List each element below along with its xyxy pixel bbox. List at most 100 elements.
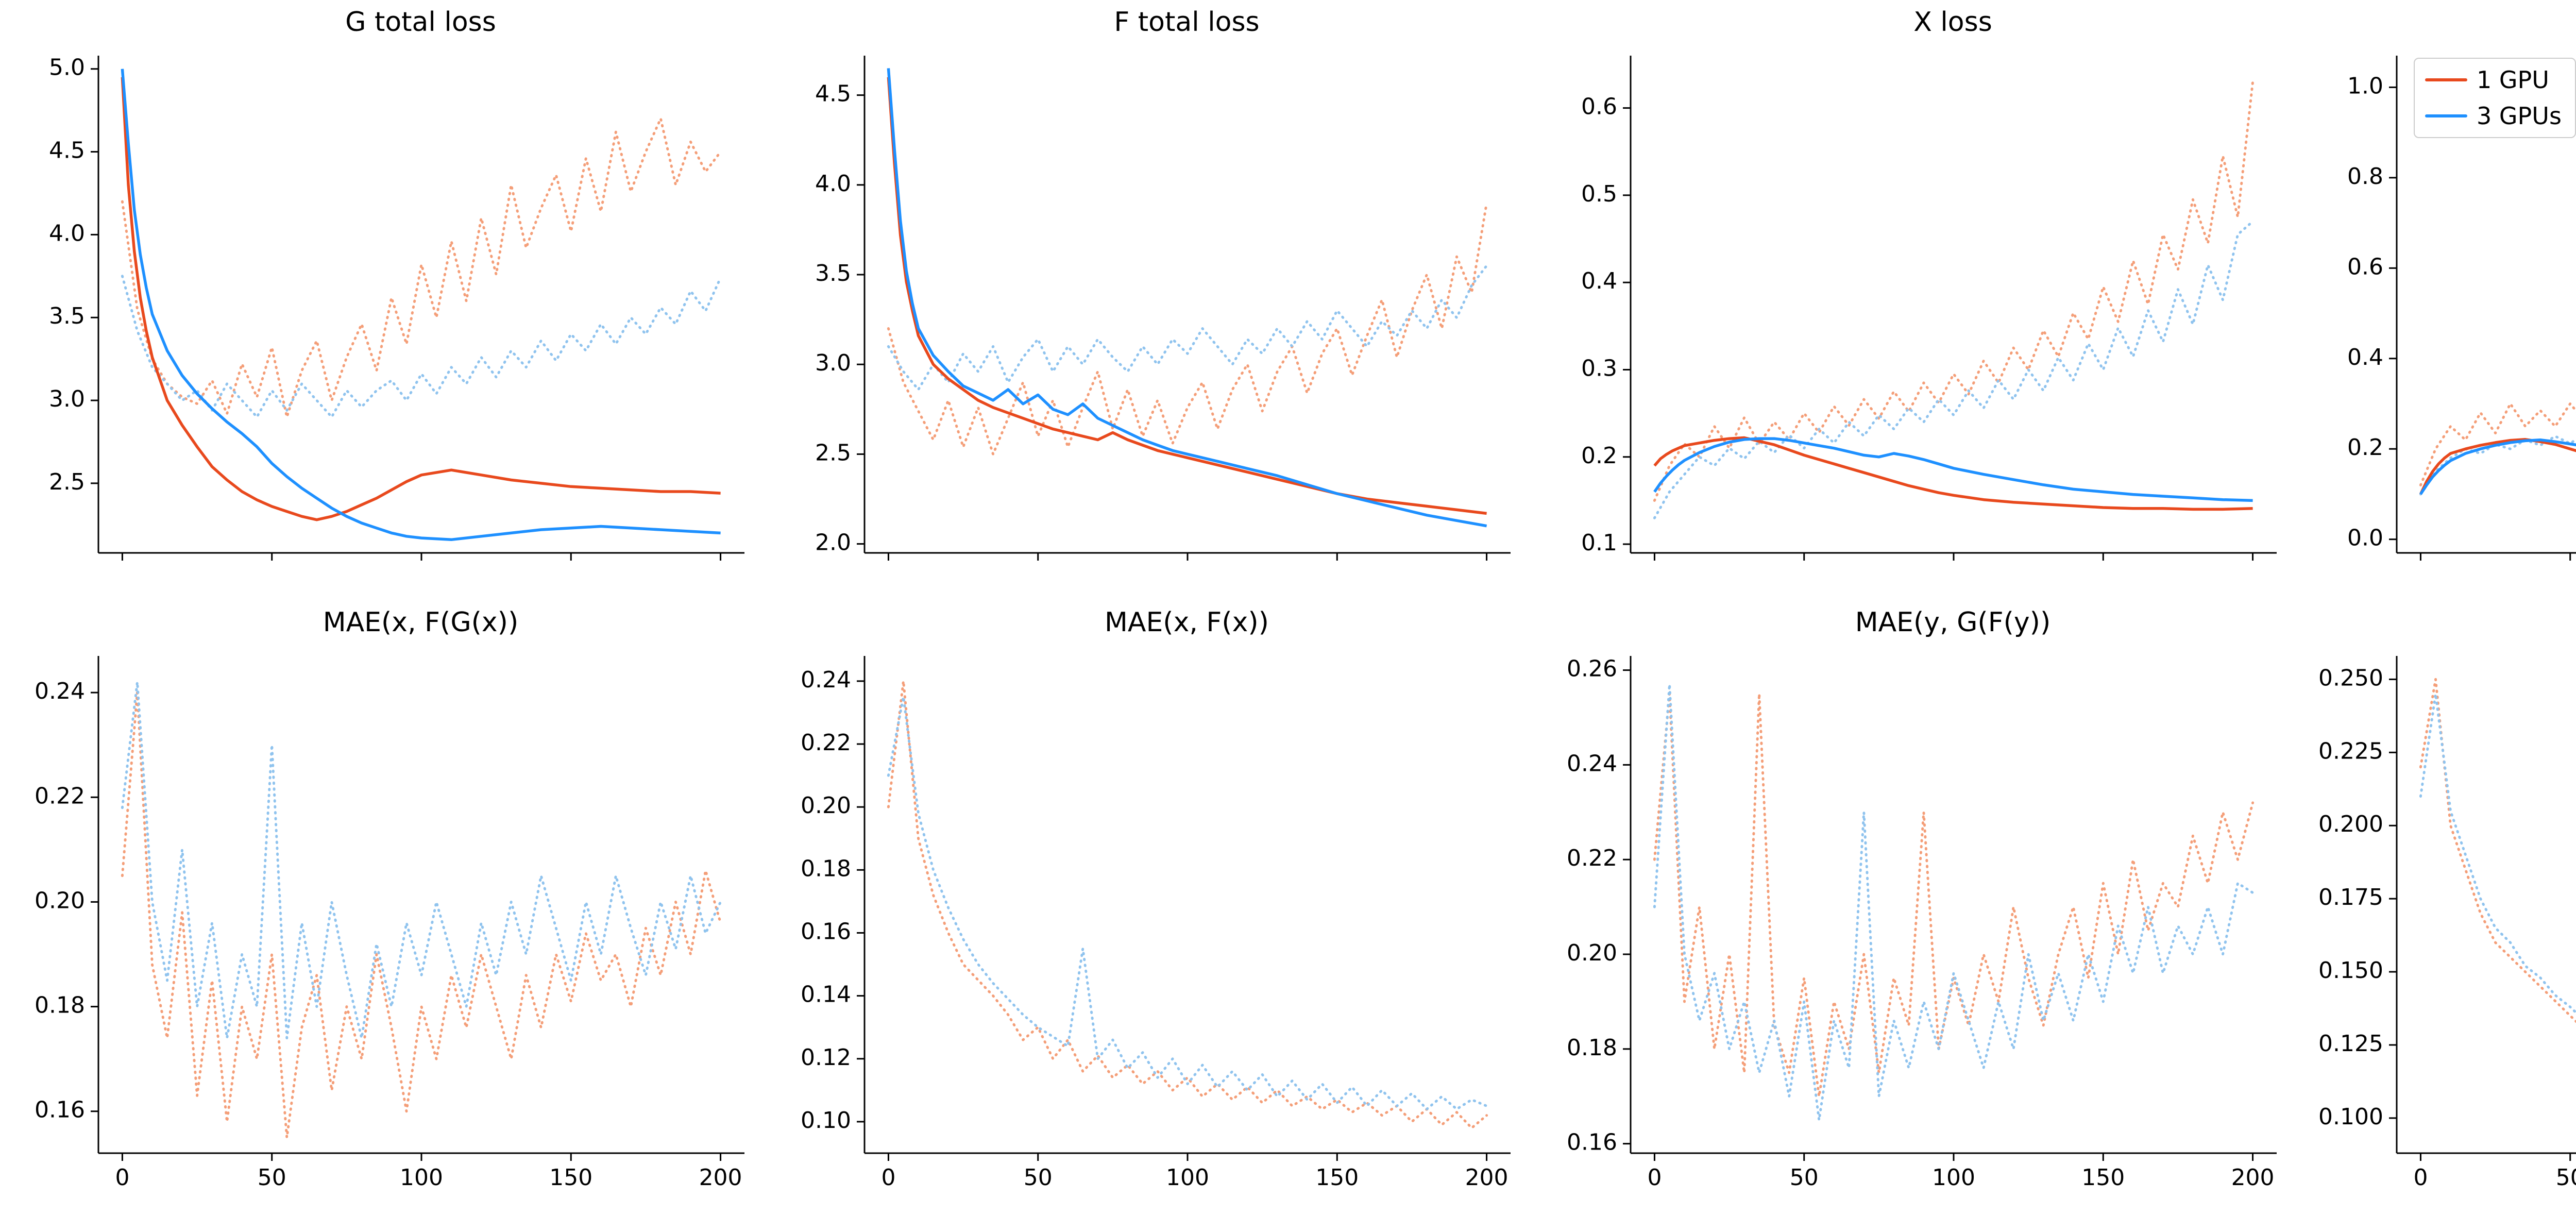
y-tick-label: 0.5 — [1581, 181, 1617, 207]
y-tick-label: 0.2 — [1581, 443, 1617, 469]
y-tick-label: 0.14 — [801, 982, 851, 1008]
y-tick-label: 0.0 — [2347, 525, 2383, 551]
panel-title: MAE(y, G(y)) — [2344, 604, 2576, 640]
series-group — [2419, 678, 2576, 1023]
axes: 2.5 3.0 3.5 4.0 4.5 5.0 — [49, 55, 744, 561]
y-tick-label: 4.5 — [815, 81, 851, 107]
series-1gpu-dotted — [2419, 678, 2576, 1023]
y-tick-label: 3.0 — [49, 386, 85, 412]
y-tick-label: 5.0 — [49, 55, 85, 81]
panel-title: F total loss — [1114, 7, 1260, 38]
x-tick-label: 0 — [1647, 1165, 1662, 1191]
mae-x-fx-plot: 0.10 0.12 0.14 0.16 0.18 0.20 0.22 0.24 0 50 100 15… — [801, 656, 1511, 1191]
series-3gpu-dotted — [2419, 693, 2576, 1015]
y-tick-label: 0.175 — [2318, 884, 2383, 910]
y-tick-label: 2.0 — [815, 530, 851, 556]
y-tick-label: 0.3 — [1581, 355, 1617, 381]
y-tick-label: 0.16 — [801, 918, 851, 944]
mae-y-gfy-plot: 0.16 0.18 0.20 0.22 0.24 0.26 0 50 100 150 200 — [1567, 656, 2277, 1191]
axes: 2.0 2.5 3.0 3.5 4.0 4.5 — [815, 56, 1511, 561]
series-3gpu-solid — [2419, 438, 2576, 495]
y-tick-label: 0.1 — [1581, 530, 1617, 556]
y-tick-label: 2.5 — [815, 440, 851, 466]
series-1gpu-dotted — [887, 201, 1488, 455]
axes: 0.1000.1250.1500.1750.2000.2250.25005010… — [2318, 656, 2576, 1191]
x-tick-label: 0 — [115, 1165, 129, 1191]
y-tick-label: 0.4 — [1581, 268, 1617, 294]
x-tick-label: 100 — [1932, 1165, 1975, 1191]
series-3gpu-solid — [121, 69, 721, 542]
f-total-loss-plot: 2.0 2.5 3.0 3.5 4.0 4.5 — [815, 56, 1511, 561]
series-3gpu-solid — [887, 68, 1487, 528]
y-tick-label: 0.20 — [1567, 940, 1617, 966]
mae-x-fgx-plot: 0.16 0.18 0.20 0.22 0.24 0 50 100 150 200 — [35, 656, 744, 1191]
panel-title: X loss — [1913, 7, 1992, 38]
x-tick-label: 50 — [1024, 1165, 1053, 1191]
y-tick-label: 4.0 — [815, 171, 851, 197]
x-tick-label: 150 — [1315, 1165, 1359, 1191]
legend: 1 GPU 3 GPUs — [2414, 58, 2576, 138]
series-3gpu-dotted — [121, 275, 722, 418]
y-tick-label: 2.5 — [49, 469, 85, 495]
g-total-loss-plot: 2.5 3.0 3.5 4.0 4.5 5.0 — [49, 55, 744, 561]
y-tick-label: 0.2 — [2347, 434, 2383, 461]
x-tick-label: 50 — [258, 1165, 286, 1191]
x-loss-plot: 0.1 0.2 0.3 0.4 0.5 0.6 — [1581, 56, 2277, 561]
series-3gpu-dotted — [1653, 683, 2255, 1122]
y-tick-label: 0.150 — [2318, 957, 2383, 984]
series-1gpu-dotted — [121, 117, 722, 418]
y-tick-label: 0.26 — [1567, 656, 1617, 682]
legend-label-3gpus: 3 GPUs — [2477, 102, 2562, 130]
x-tick-label: 150 — [2081, 1165, 2125, 1191]
axes: 0.0 0.2 0.4 0.6 0.8 1.0 — [2347, 56, 2576, 561]
panel-y-loss: Y loss 0.0 0.2 0.4 0.6 0.8 1.0 1 GPU 3 GPUs — [2307, 4, 2576, 604]
series-3gpu-solid — [1653, 437, 2253, 502]
panel-title: MAE(x, F(G(x)) — [323, 607, 519, 638]
y-tick-label: 0.200 — [2318, 811, 2383, 837]
y-tick-label: 0.22 — [35, 783, 85, 809]
series-1gpu-dotted — [887, 680, 1488, 1129]
y-tick-label: 0.125 — [2318, 1031, 2383, 1057]
series-group — [1653, 80, 2255, 519]
panel-mae-x-fgx: MAE(x, F(G(x)) 0.16 0.18 0.20 0.22 0.24 0 50 10… — [8, 604, 759, 1205]
series-3gpu-dotted — [121, 681, 722, 1039]
y-tick-label: 0.20 — [801, 792, 851, 819]
axes: 0.16 0.18 0.20 0.22 0.24 0 50 100 150 200 — [35, 656, 744, 1191]
y-tick-label: 0.225 — [2318, 738, 2383, 764]
axes: 0.1 0.2 0.3 0.4 0.5 0.6 — [1581, 56, 2277, 561]
x-tick-label: 200 — [699, 1165, 742, 1191]
y-tick-label: 0.18 — [35, 992, 85, 1019]
y-tick-label: 0.10 — [801, 1107, 851, 1134]
y-tick-label: 0.18 — [801, 855, 851, 882]
y-tick-label: 4.0 — [49, 220, 85, 246]
y-tick-label: 0.18 — [1567, 1035, 1617, 1061]
panel-title: MAE(y, G(F(y)) — [1855, 607, 2051, 638]
series-group — [121, 69, 722, 542]
y-tick-label: 0.6 — [1581, 94, 1617, 120]
series-1gpu-solid — [887, 77, 1487, 515]
y-tick-label: 0.4 — [2347, 344, 2383, 370]
panel-x-loss: X loss 0.1 0.2 0.3 0.4 0.5 0.6 — [1540, 4, 2291, 604]
legend-line-1gpu-icon — [2425, 78, 2467, 81]
x-tick-label: 150 — [549, 1165, 592, 1191]
y-tick-label: 0.250 — [2318, 665, 2383, 691]
series-3gpu-dotted — [887, 695, 1488, 1110]
panel-f-total-loss: F total loss 2.0 2.5 3.0 3.5 4.0 4.5 — [774, 4, 1525, 604]
panel-mae-x-fx: MAE(x, F(x)) 0.10 0.12 0.14 0.16 0.18 0.20 0.2… — [774, 604, 1525, 1205]
y-tick-label: 0.16 — [35, 1097, 85, 1123]
series-group — [2419, 402, 2576, 496]
series-group — [887, 680, 1488, 1129]
axes: 0.16 0.18 0.20 0.22 0.24 0.26 0 50 100 150 200 — [1567, 656, 2277, 1191]
series-1gpu-dotted — [121, 691, 722, 1139]
series-group — [887, 68, 1488, 528]
y-tick-label: 0.20 — [35, 887, 85, 914]
panel-title: MAE(x, F(x)) — [1105, 607, 1269, 638]
series-group — [121, 681, 722, 1139]
x-tick-label: 200 — [2231, 1165, 2275, 1191]
x-tick-label: 100 — [1166, 1165, 1209, 1191]
legend-item-1gpu: 1 GPU — [2425, 66, 2562, 94]
series-3gpu-dotted — [887, 264, 1488, 391]
series-3gpu-dotted — [1653, 220, 2255, 519]
y-tick-label: 1.0 — [2347, 73, 2383, 99]
y-tick-label: 0.24 — [801, 667, 851, 693]
